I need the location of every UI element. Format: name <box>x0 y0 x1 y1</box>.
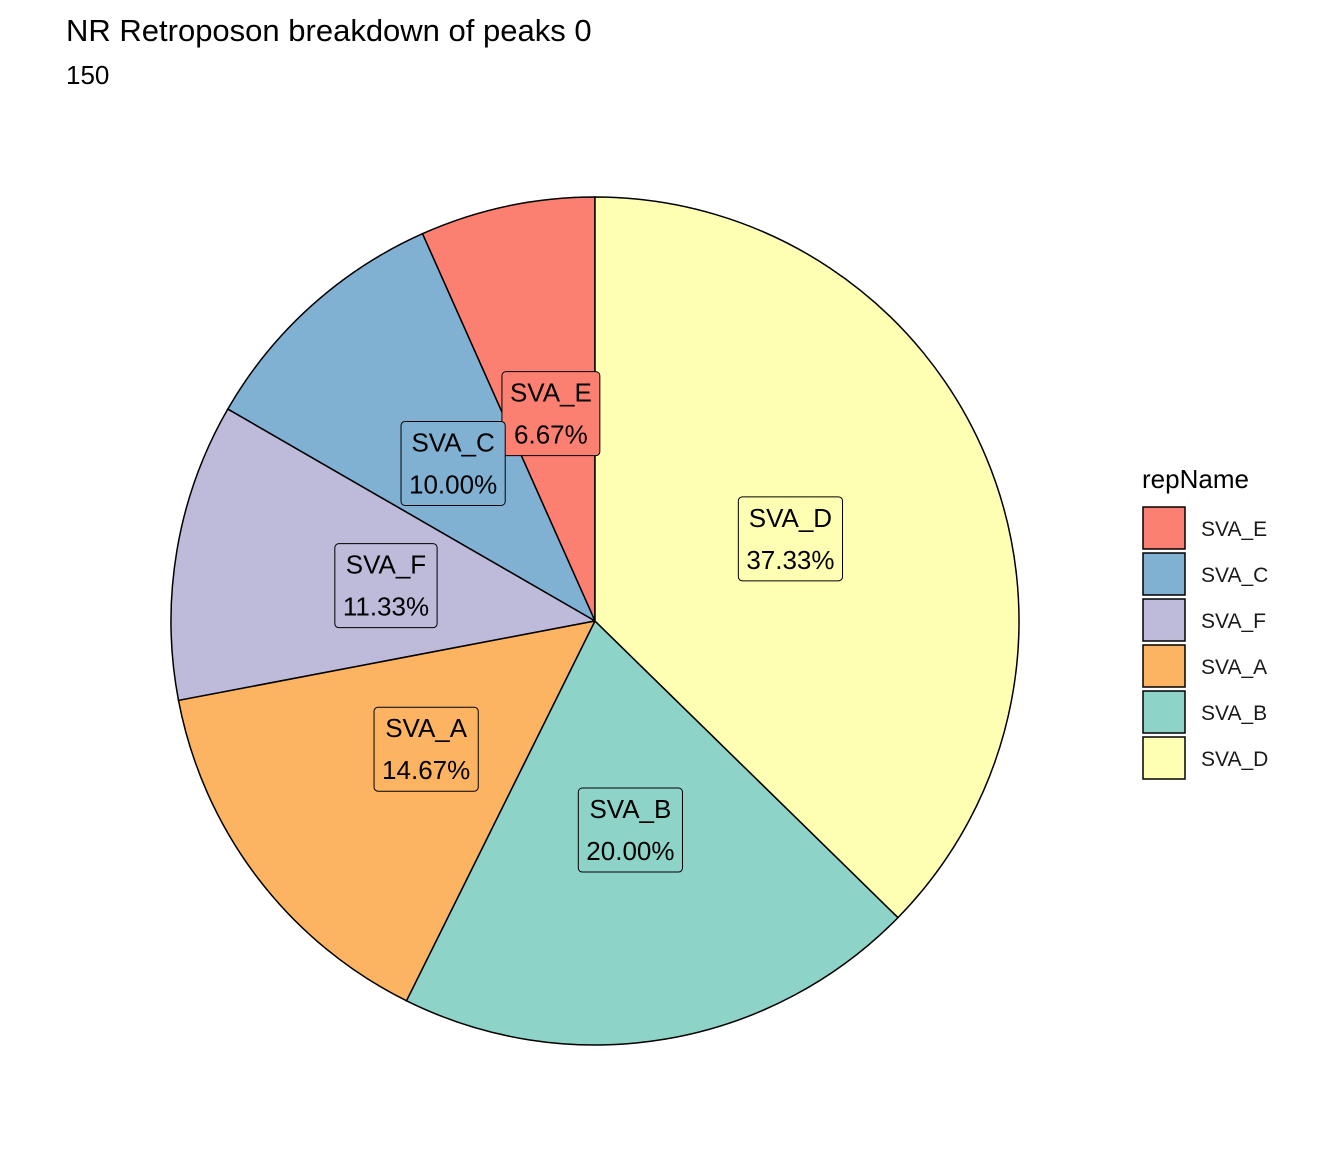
slice-label-name: SVA_B <box>589 794 671 824</box>
legend-item-sva-c: SVA_C <box>1142 552 1268 596</box>
slice-label-percent: 14.67% <box>382 755 470 785</box>
legend-label: SVA_E <box>1201 518 1267 541</box>
legend-swatch <box>1142 644 1186 688</box>
legend-item-sva-f: SVA_F <box>1142 598 1266 642</box>
legend-swatch <box>1142 598 1186 642</box>
legend-label: SVA_A <box>1201 656 1267 679</box>
slice-sva-a <box>177 619 597 1002</box>
legend-item-sva-a: SVA_A <box>1142 644 1267 688</box>
slice-label-sva-c: SVA_C 10.00% <box>400 420 506 506</box>
legend-label: SVA_F <box>1201 610 1266 633</box>
slice-label-name: SVA_E <box>510 378 592 408</box>
legend-swatch <box>1142 552 1186 596</box>
slice-label-sva-e: SVA_E 6.67% <box>501 371 601 457</box>
slice-label-box <box>373 706 479 792</box>
slice-label-name: SVA_A <box>385 713 468 743</box>
slice-label-box <box>577 787 683 873</box>
slice-label-name: SVA_F <box>346 550 426 580</box>
legend-label: SVA_B <box>1201 702 1267 725</box>
slice-label-sva-f: SVA_F 11.33% <box>334 543 438 629</box>
slice-label-box <box>737 496 844 582</box>
chart-title: NR Retroposon breakdown of peaks 0 <box>66 13 592 48</box>
slice-label-sva-a: SVA_A 14.67% <box>373 706 479 792</box>
legend-label: SVA_C <box>1201 564 1268 587</box>
legend-swatch <box>1142 736 1186 780</box>
legend-label: SVA_D <box>1201 748 1268 771</box>
slice-label-percent: 11.33% <box>343 592 429 622</box>
legend-item-sva-e: SVA_E <box>1142 506 1267 550</box>
slice-label-box <box>400 420 506 506</box>
legend-item-sva-b: SVA_B <box>1142 690 1267 734</box>
slice-label-percent: 20.00% <box>586 836 674 866</box>
slice-label-sva-d: SVA_D 37.33% <box>737 496 844 582</box>
slice-label-sva-b: SVA_B 20.00% <box>577 787 683 873</box>
slice-labels: SVA_E 6.67% SVA_C 10.00% SVA_F 11.33% SVA_A 14.… <box>334 371 844 873</box>
legend-swatch <box>1142 690 1186 734</box>
legend: repName SVA_E SVA_C SVA_F SVA_A SVA_B SVA_D <box>1142 464 1268 780</box>
chart-subtitle: 150 <box>66 60 109 90</box>
slice-label-percent: 37.33% <box>746 545 834 575</box>
slice-label-name: SVA_D <box>749 503 832 533</box>
legend-swatch <box>1142 506 1186 550</box>
legend-title: repName <box>1142 464 1249 494</box>
slice-label-box <box>334 543 438 629</box>
legend-item-sva-d: SVA_D <box>1142 736 1268 780</box>
slice-label-percent: 10.00% <box>409 469 497 499</box>
slice-label-percent: 6.67% <box>514 420 588 450</box>
pie-slices <box>170 196 1020 1046</box>
slice-label-box <box>501 371 601 457</box>
slice-label-name: SVA_C <box>411 427 494 457</box>
